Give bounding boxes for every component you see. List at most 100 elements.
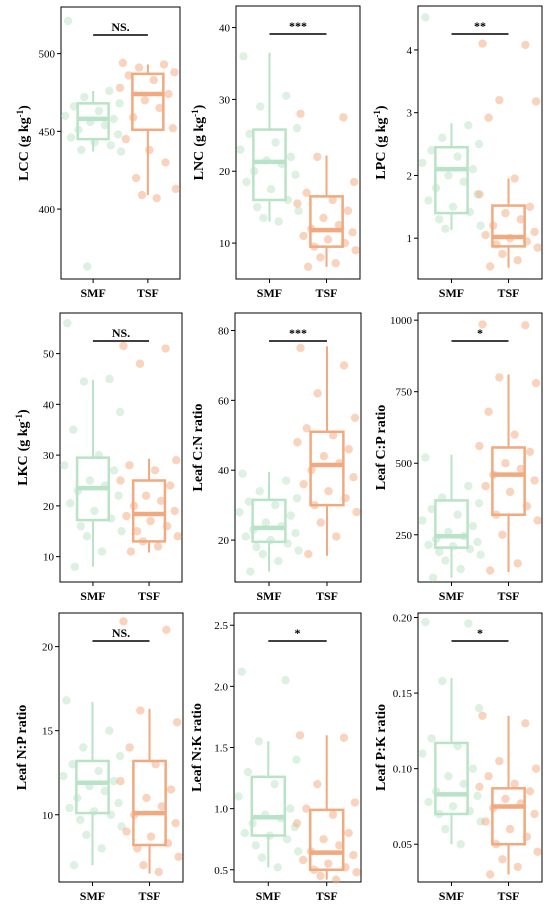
data-point [525, 202, 535, 212]
data-point [291, 170, 300, 180]
data-point [131, 173, 141, 183]
data-point [76, 521, 86, 531]
data-point [69, 102, 79, 111]
data-point [146, 516, 155, 526]
data-point [302, 424, 311, 433]
data-point [484, 113, 493, 122]
y-tick-label: 0.5 [214, 865, 228, 877]
data-point [137, 190, 147, 200]
data-point [152, 193, 161, 203]
data-point [316, 871, 325, 881]
y-axis-title: LCC(g kg-1) [15, 105, 32, 181]
panel-frame [417, 312, 543, 583]
data-point [302, 188, 311, 197]
data-point [453, 152, 462, 161]
data-point [453, 510, 462, 519]
iqr-box [491, 787, 526, 846]
data-point [331, 875, 341, 884]
data-point [516, 464, 525, 474]
data-point [441, 224, 450, 233]
y-tick-label: 10 [42, 810, 54, 822]
data-point [141, 491, 151, 500]
data-point [296, 343, 305, 353]
box-smf [418, 13, 485, 233]
box-smf [236, 52, 303, 226]
data-point [448, 802, 458, 811]
box-smf [418, 453, 485, 582]
data-point [115, 407, 125, 417]
data-point [485, 566, 495, 575]
iqr-box [491, 204, 526, 248]
data-point [140, 96, 150, 105]
data-point [513, 862, 522, 872]
y-tick-label: 15 [42, 726, 54, 738]
significance-label: *** [289, 19, 307, 33]
data-point [427, 734, 436, 743]
data-point [323, 235, 333, 244]
data-point [118, 58, 128, 68]
data-point [531, 764, 541, 773]
data-point [468, 764, 478, 773]
y-tick-label: 2 [407, 170, 413, 182]
y-tick-label: 500 [39, 49, 56, 61]
data-point [135, 359, 145, 368]
y-tick-label: 750 [396, 387, 413, 399]
data-point [281, 676, 290, 685]
data-point [133, 844, 142, 853]
data-point [109, 776, 119, 786]
x-category-label-tsf: TSF [316, 889, 338, 903]
data-point [274, 556, 283, 566]
box-tsf [116, 341, 182, 556]
data-point [424, 196, 433, 205]
data-point [459, 779, 468, 788]
data-point [293, 199, 302, 208]
data-point [66, 499, 75, 508]
y-tick-label: 40 [219, 23, 231, 35]
y-tick-label: 3 [407, 108, 413, 120]
box-tsf [115, 58, 180, 203]
data-point [77, 145, 86, 155]
data-point [435, 547, 444, 557]
data-point [251, 841, 260, 850]
data-point [68, 760, 77, 769]
data-point [316, 253, 325, 262]
iqr-box [309, 195, 344, 248]
panel-frame [234, 312, 362, 583]
data-point [105, 86, 114, 96]
panel-3: 1 2 3 4 SMF TSF LPC(g kg-1) ** [372, 5, 543, 300]
data-point [85, 476, 95, 485]
data-point [464, 481, 473, 491]
panel-5: 20 40 60 80 SMF TSF Leaf C:N ratio *** [191, 312, 362, 603]
data-point [271, 500, 280, 510]
x-category-label-smf: SMF [256, 889, 281, 903]
data-point [328, 195, 337, 205]
data-point [100, 787, 109, 796]
y-axis-title: LNC(g kg-1) [190, 104, 207, 180]
data-point [62, 696, 71, 705]
data-point [76, 815, 85, 824]
data-point [296, 109, 305, 118]
data-point [171, 818, 180, 828]
x-category-label-tsf: TSF [316, 286, 338, 300]
data-point [304, 549, 313, 559]
data-point [313, 779, 322, 789]
data-point [299, 231, 308, 241]
data-point [243, 767, 253, 777]
data-point [253, 202, 262, 212]
data-point [282, 835, 292, 844]
data-point [90, 506, 99, 516]
data-point [157, 802, 166, 811]
data-point [444, 171, 453, 180]
significance-label: * [477, 326, 483, 340]
y-tick-label: 400 [39, 204, 56, 216]
box-smf [235, 469, 303, 576]
data-point [100, 120, 110, 130]
y-tick-label: 20 [42, 642, 54, 654]
iqr-box [251, 498, 287, 544]
y-axis-title: Leaf C:P ratio [374, 405, 389, 491]
data-point [116, 776, 125, 786]
y-tick-label: 30 [43, 450, 55, 462]
data-point [495, 373, 504, 382]
y-tick-label: 1 [407, 233, 413, 245]
y-tick-label: 20 [219, 166, 231, 178]
